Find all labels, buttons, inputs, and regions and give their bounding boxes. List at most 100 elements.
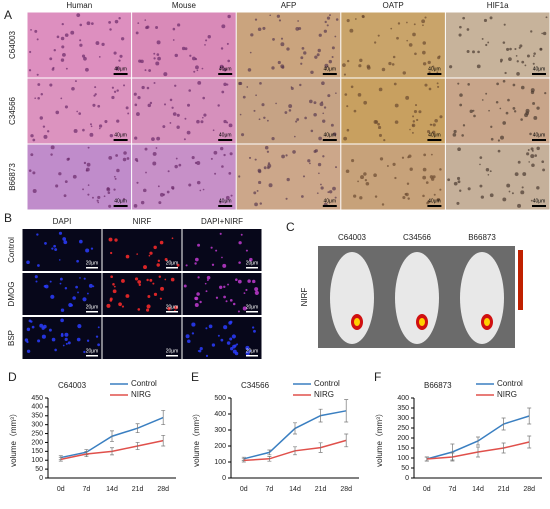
nucleus: [335, 18, 339, 21]
column-header: C34566: [403, 233, 432, 242]
nucleus: [184, 47, 188, 51]
column-header: DAPI+NIRF: [201, 217, 243, 226]
error-bar: [318, 442, 323, 453]
nucleus: [226, 121, 229, 124]
nucleus: [71, 86, 75, 91]
x-tick-label: 28d: [157, 486, 169, 493]
nucleus: [60, 36, 65, 41]
cell: [43, 284, 47, 288]
cell: [85, 248, 90, 253]
scale-bar: [86, 311, 98, 313]
nucleus: [520, 85, 525, 90]
nucleus: [378, 133, 383, 137]
cell: [205, 290, 208, 293]
nucleus: [502, 197, 507, 202]
column-header: NIRF: [133, 217, 152, 226]
nucleus: [394, 176, 397, 180]
scale-label: 20μm: [246, 348, 259, 354]
nucleus: [174, 164, 178, 169]
nucleus: [377, 125, 382, 130]
scale-bar: [532, 205, 546, 207]
nucleus: [90, 125, 93, 128]
nucleus: [439, 188, 442, 191]
column-header: DAPI: [53, 217, 72, 226]
nucleus: [144, 147, 148, 151]
cell: [149, 278, 153, 282]
cell: [253, 329, 256, 333]
cell: [54, 248, 58, 251]
nucleus: [175, 157, 178, 160]
nucleus: [72, 174, 77, 179]
nucleus: [87, 193, 90, 196]
nucleus: [115, 66, 120, 71]
error-bar: [476, 446, 480, 458]
nucleus: [377, 122, 380, 126]
nucleus: [115, 154, 119, 157]
nucleus: [363, 172, 367, 176]
cell: [210, 246, 213, 249]
nucleus: [459, 25, 462, 29]
nucleus: [89, 132, 94, 137]
cell: [31, 325, 35, 329]
scale-label: 40μm: [428, 132, 441, 138]
nucleus: [223, 153, 226, 157]
x-tick-label: 0d: [240, 486, 248, 493]
cell: [146, 308, 150, 312]
nucleus: [109, 28, 112, 31]
nucleus: [514, 47, 517, 51]
tumor-core: [354, 318, 360, 326]
nucleus: [183, 138, 186, 141]
cell: [44, 242, 47, 245]
nucleus: [459, 93, 463, 97]
nucleus: [62, 52, 66, 57]
error-bar: [267, 449, 272, 456]
nucleus: [542, 31, 547, 36]
nucleus: [428, 71, 431, 74]
nucleus: [30, 29, 32, 31]
nucleus: [334, 196, 337, 199]
nucleus: [50, 153, 53, 156]
nucleus: [408, 43, 413, 47]
nucleus: [253, 109, 256, 112]
nucleus: [140, 59, 144, 64]
nucleus: [497, 149, 501, 153]
nucleus: [37, 83, 41, 86]
nucleus: [490, 137, 494, 141]
nucleus: [532, 102, 536, 105]
nucleus: [134, 103, 138, 107]
nucleus: [285, 154, 288, 157]
panel-label: E: [191, 370, 199, 384]
cell: [121, 305, 125, 308]
nucleus: [373, 120, 378, 124]
cell: [41, 326, 45, 330]
nucleus: [353, 194, 357, 198]
nucleus: [193, 70, 196, 73]
cell: [62, 344, 65, 347]
nucleus: [125, 106, 129, 110]
cell: [62, 237, 67, 241]
cell: [185, 264, 188, 267]
nucleus: [335, 166, 338, 169]
cell: [217, 334, 220, 337]
nucleus: [422, 24, 424, 27]
cell: [146, 278, 149, 282]
nucleus: [272, 38, 275, 41]
nucleus: [307, 159, 311, 163]
nucleus: [109, 133, 114, 138]
nucleus: [439, 115, 443, 119]
nucleus: [530, 199, 533, 202]
nucleus: [530, 154, 535, 159]
error-bar: [424, 456, 429, 462]
nucleus: [378, 87, 383, 92]
nucleus: [530, 88, 535, 93]
cell: [225, 300, 228, 303]
cell: [51, 247, 54, 250]
cell: [159, 240, 164, 245]
nucleus: [350, 85, 354, 89]
nucleus: [457, 147, 461, 152]
nucleus: [32, 138, 36, 142]
nucleus: [536, 146, 540, 151]
nucleus: [201, 67, 204, 70]
nucleus: [288, 109, 292, 112]
nucleus: [436, 197, 441, 202]
